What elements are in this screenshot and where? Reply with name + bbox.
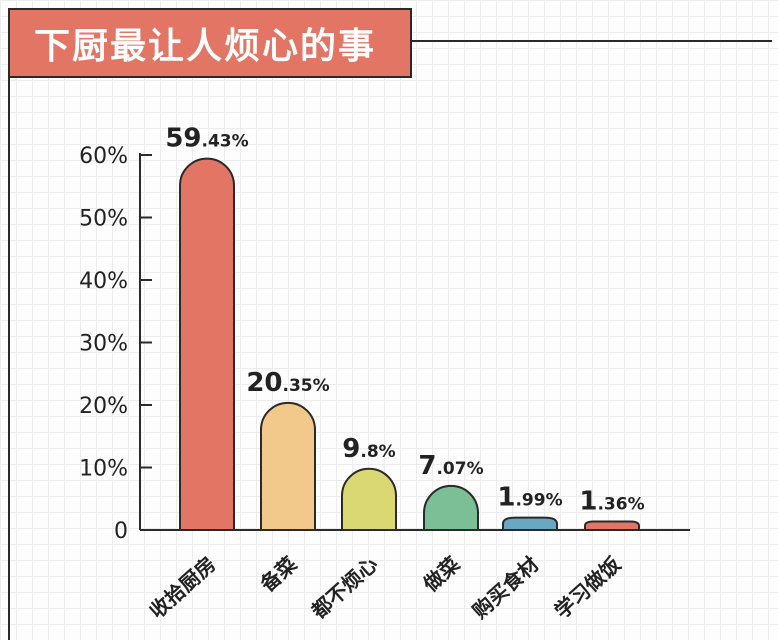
y-tick-label: 50% xyxy=(79,207,128,232)
data-label-6: 1.36% xyxy=(579,487,644,517)
y-tick-label: 20% xyxy=(79,394,128,419)
title-banner: 下厨最让人烦心的事 xyxy=(8,8,412,78)
bar-chart: 0 10% 20% 30% 40% 50% 60% 59.43% 收拾厨房 20.35% 备菜 9.8… xyxy=(79,124,690,623)
bar-1 xyxy=(179,157,235,531)
y-tick-label: 0 xyxy=(114,519,128,544)
y-tick-label: 10% xyxy=(79,457,128,482)
data-label-3: 9.8% xyxy=(342,434,395,464)
category-label-5: 购买食材 xyxy=(468,552,544,623)
y-tick-label: 60% xyxy=(79,144,128,169)
data-label-2: 20.35% xyxy=(246,368,329,398)
chart-title: 下厨最让人烦心的事 xyxy=(34,26,377,67)
bar-2 xyxy=(260,401,316,531)
y-tick-label: 40% xyxy=(79,269,128,294)
category-label-2: 备菜 xyxy=(255,552,302,597)
data-label-5: 1.99% xyxy=(497,483,562,513)
category-label-1: 收拾厨房 xyxy=(145,552,221,623)
bar-5 xyxy=(502,516,558,531)
data-label-4: 7.07% xyxy=(418,451,483,481)
bar-3 xyxy=(341,467,397,531)
bar-4 xyxy=(423,484,479,531)
category-label-4: 做菜 xyxy=(418,552,465,597)
data-label-1: 59.43% xyxy=(165,124,248,154)
category-label-3: 都不烦心 xyxy=(306,552,382,623)
category-label-6: 学习做饭 xyxy=(550,552,626,623)
y-tick-label: 30% xyxy=(79,332,128,357)
bar-6 xyxy=(584,520,640,531)
